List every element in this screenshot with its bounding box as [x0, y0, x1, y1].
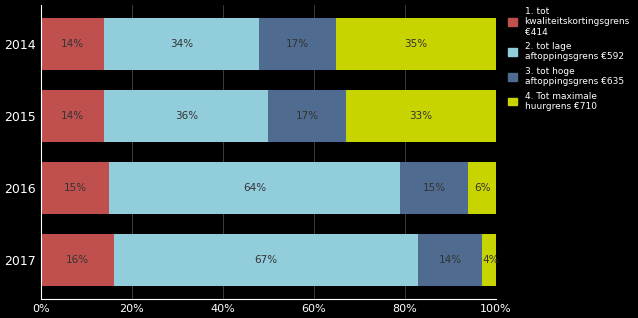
Text: 14%: 14%	[61, 39, 84, 49]
Bar	[346, 90, 496, 142]
Text: 36%: 36%	[175, 111, 198, 121]
Text: 34%: 34%	[170, 39, 193, 49]
Bar	[41, 162, 109, 214]
Bar	[41, 90, 105, 142]
Text: 14%: 14%	[61, 111, 84, 121]
Bar	[41, 18, 105, 70]
Bar	[482, 234, 500, 286]
Text: 15%: 15%	[423, 183, 446, 193]
Bar	[419, 234, 482, 286]
Bar	[105, 18, 259, 70]
Text: 35%: 35%	[404, 39, 427, 49]
Text: 15%: 15%	[63, 183, 87, 193]
Text: 64%: 64%	[243, 183, 266, 193]
Text: 33%: 33%	[409, 111, 432, 121]
Legend: 1. tot
kwaliteitskortingsgrens
€414, 2. tot lage
aftoppingsgrens €592, 3. tot ho: 1. tot kwaliteitskortingsgrens €414, 2. …	[505, 3, 634, 115]
Bar	[336, 18, 496, 70]
Bar	[109, 162, 400, 214]
Bar	[114, 234, 419, 286]
Bar	[259, 18, 336, 70]
Bar	[105, 90, 268, 142]
Text: 6%: 6%	[474, 183, 490, 193]
Bar	[268, 90, 346, 142]
Text: 67%: 67%	[255, 255, 278, 265]
Text: 16%: 16%	[66, 255, 89, 265]
Text: 14%: 14%	[438, 255, 462, 265]
Bar	[400, 162, 468, 214]
Text: 4%: 4%	[483, 255, 500, 265]
Text: 17%: 17%	[286, 39, 309, 49]
Bar	[41, 234, 114, 286]
Bar	[468, 162, 496, 214]
Text: 17%: 17%	[295, 111, 318, 121]
